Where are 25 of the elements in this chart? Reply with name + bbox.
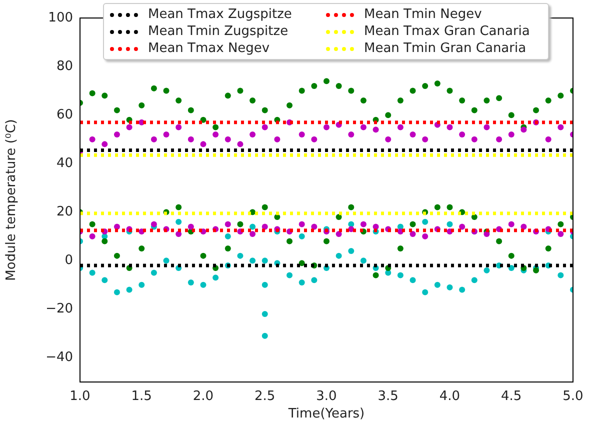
legend-label: Mean Tmin Negev [364,7,482,22]
y-tick-label: 40 [56,156,73,171]
y-tick-label: 20 [56,204,73,220]
legend-label: Mean Tmax Negev [148,41,270,56]
y-tick-label: 0 [64,253,73,268]
x-tick-label: 4.0 [439,389,460,404]
legend-label: Mean Tmax Gran Canaria [364,24,530,39]
legend-label: Mean Tmin Gran Canaria [364,41,526,56]
y-tick-label: 80 [56,58,73,74]
x-tick-label: 3.0 [316,389,337,404]
x-tick-label: 3.5 [378,389,398,404]
x-tick-label: 2.0 [192,389,214,404]
x-tick-label: 2.5 [254,389,276,404]
y-tick-label: −20 [46,302,73,317]
x-tick-label: 5.0 [562,389,584,404]
legend-label: Mean Tmin Zugspitze [148,24,288,39]
x-tick-label: 1.5 [131,389,152,404]
y-tick-label: 60 [56,107,73,122]
y-tick-label: −40 [46,350,73,366]
y-tick-label: 100 [48,10,73,26]
x-tick-label: 1.0 [70,389,90,404]
legend-label: Mean Tmax Zugspitze [148,7,292,22]
x-tick-label: 4.5 [501,389,522,404]
x-axis-title: Time(Years) [287,406,365,422]
y-axis-title: Module temperature (⁰C) [4,119,20,281]
